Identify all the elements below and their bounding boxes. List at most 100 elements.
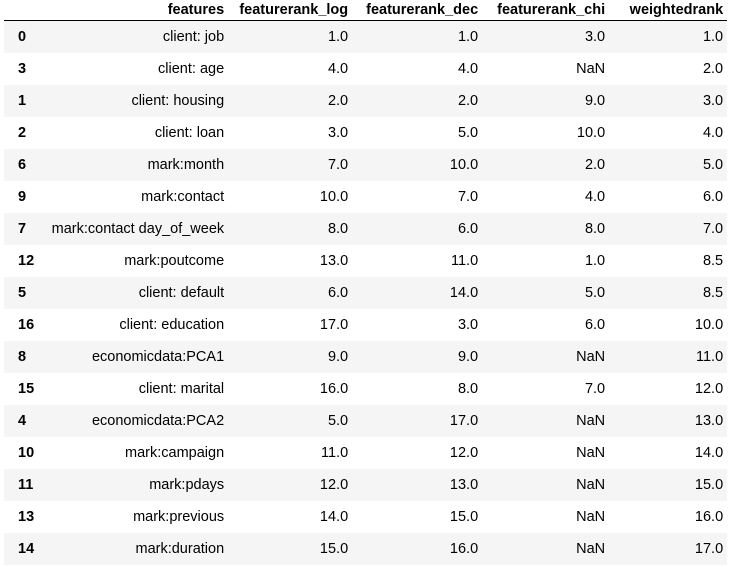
cell-featurerank-chi: NaN bbox=[576, 349, 606, 365]
cell-featurerank-log: 12.0 bbox=[319, 477, 349, 493]
header-featurerank-log: featurerank_log bbox=[228, 0, 353, 21]
cell-weightedrank: 2.0 bbox=[702, 61, 724, 77]
cell-featurerank-log: 10.0 bbox=[319, 189, 349, 205]
row-index: 3 bbox=[18, 61, 27, 77]
cell-weightedrank: 17.0 bbox=[694, 541, 724, 557]
cell-featurerank-dec: 15.0 bbox=[449, 509, 479, 525]
cell-featurerank-log: 3.0 bbox=[327, 125, 349, 141]
cell-featurerank-chi: 10.0 bbox=[576, 125, 606, 141]
cell-featurerank-dec: 9.0 bbox=[457, 349, 479, 365]
cell-featurerank-dec: 8.0 bbox=[457, 381, 479, 397]
cell-weightedrank: 12.0 bbox=[694, 381, 724, 397]
table-row: 13 mark:previous 14.0 15.0 NaN 16.0 bbox=[4, 501, 728, 533]
cell-features: client: loan bbox=[154, 125, 225, 141]
cell-featurerank-dec: 17.0 bbox=[449, 413, 479, 429]
cell-featurerank-chi: NaN bbox=[576, 541, 606, 557]
cell-weightedrank: 4.0 bbox=[702, 125, 724, 141]
cell-features: mark:pdays bbox=[149, 477, 225, 493]
cell-features: client: housing bbox=[131, 93, 225, 109]
table-row: 15 client: marital 16.0 8.0 7.0 12.0 bbox=[4, 373, 728, 405]
table-row: 0 client: job 1.0 1.0 3.0 1.0 bbox=[4, 20, 728, 53]
cell-weightedrank: 16.0 bbox=[694, 509, 724, 525]
row-index: 8 bbox=[18, 349, 27, 365]
cell-weightedrank: 3.0 bbox=[702, 93, 724, 109]
cell-featurerank-chi: NaN bbox=[576, 445, 606, 461]
cell-featurerank-log: 6.0 bbox=[327, 285, 349, 301]
cell-features: mark:poutcome bbox=[124, 253, 225, 269]
row-index: 10 bbox=[18, 445, 35, 461]
cell-weightedrank: 11.0 bbox=[695, 349, 724, 365]
cell-weightedrank: 5.0 bbox=[702, 157, 724, 173]
cell-features: client: job bbox=[162, 29, 225, 45]
cell-featurerank-chi: 2.0 bbox=[584, 157, 606, 173]
table-body: 0 client: job 1.0 1.0 3.0 1.0 3 client: age 4.0 4… bbox=[4, 20, 728, 565]
row-index: 16 bbox=[18, 317, 35, 333]
cell-featurerank-dec: 13.0 bbox=[449, 477, 479, 493]
cell-featurerank-log: 7.0 bbox=[327, 157, 349, 173]
cell-featurerank-log: 9.0 bbox=[327, 349, 349, 365]
cell-weightedrank: 8.5 bbox=[702, 285, 724, 301]
cell-featurerank-log: 11.0 bbox=[320, 445, 349, 461]
cell-featurerank-log: 14.0 bbox=[319, 509, 349, 525]
cell-featurerank-chi: NaN bbox=[576, 477, 606, 493]
table-row: 3 client: age 4.0 4.0 NaN 2.0 bbox=[4, 53, 728, 85]
header-index bbox=[4, 0, 39, 21]
cell-weightedrank: 8.5 bbox=[702, 253, 724, 269]
cell-weightedrank: 14.0 bbox=[694, 445, 724, 461]
cell-features: mark:previous bbox=[133, 509, 225, 525]
cell-featurerank-chi: NaN bbox=[576, 413, 606, 429]
cell-weightedrank: 15.0 bbox=[694, 477, 724, 493]
table-row: 9 mark:contact 10.0 7.0 4.0 6.0 bbox=[4, 181, 728, 213]
cell-features: mark:month bbox=[147, 157, 225, 173]
cell-weightedrank: 10.0 bbox=[694, 317, 724, 333]
cell-featurerank-dec: 7.0 bbox=[457, 189, 479, 205]
table-header: features featurerank_log featurerank_dec… bbox=[4, 0, 728, 21]
header-features: features bbox=[38, 0, 229, 21]
table-row: 8 economicdata:PCA1 9.0 9.0 NaN 11.0 bbox=[4, 341, 728, 373]
cell-features: client: education bbox=[119, 317, 225, 333]
table-row: 6 mark:month 7.0 10.0 2.0 5.0 bbox=[4, 149, 728, 181]
cell-featurerank-dec: 12.0 bbox=[449, 445, 479, 461]
table-row: 2 client: loan 3.0 5.0 10.0 4.0 bbox=[4, 117, 728, 149]
cell-featurerank-dec: 1.0 bbox=[457, 29, 479, 45]
table-row: 12 mark:poutcome 13.0 11.0 1.0 8.5 bbox=[4, 245, 728, 277]
table-row: 16 client: education 17.0 3.0 6.0 10.0 bbox=[4, 309, 728, 341]
cell-features: mark:contact bbox=[141, 189, 225, 205]
table-row: 5 client: default 6.0 14.0 5.0 8.5 bbox=[4, 277, 728, 309]
table-row: 11 mark:pdays 12.0 13.0 NaN 15.0 bbox=[4, 469, 728, 501]
cell-featurerank-log: 8.0 bbox=[327, 221, 349, 237]
row-index: 15 bbox=[18, 381, 35, 397]
cell-featurerank-chi: 9.0 bbox=[584, 93, 606, 109]
header-weightedrank: weightedrank bbox=[609, 0, 728, 21]
dataframe-table: features featurerank_log featurerank_dec… bbox=[4, 0, 728, 565]
cell-featurerank-dec: 6.0 bbox=[457, 221, 479, 237]
row-index: 4 bbox=[18, 413, 27, 429]
row-index: 1 bbox=[18, 93, 27, 109]
cell-weightedrank: 7.0 bbox=[702, 221, 724, 237]
cell-weightedrank: 13.0 bbox=[694, 413, 724, 429]
cell-features: client: age bbox=[158, 61, 225, 77]
row-index: 2 bbox=[18, 125, 27, 141]
row-index: 7 bbox=[18, 221, 27, 237]
row-index: 13 bbox=[18, 509, 35, 525]
cell-featurerank-dec: 11.0 bbox=[450, 253, 479, 269]
cell-features: mark:duration bbox=[135, 541, 225, 557]
cell-featurerank-log: 4.0 bbox=[327, 61, 349, 77]
cell-featurerank-chi: 4.0 bbox=[584, 189, 606, 205]
cell-featurerank-chi: NaN bbox=[576, 61, 606, 77]
cell-weightedrank: 1.0 bbox=[702, 29, 724, 45]
cell-featurerank-log: 1.0 bbox=[327, 29, 349, 45]
header-featurerank-chi: featurerank_chi bbox=[482, 0, 610, 21]
cell-featurerank-chi: 7.0 bbox=[584, 381, 606, 397]
cell-featurerank-log: 17.0 bbox=[319, 317, 349, 333]
cell-featurerank-log: 13.0 bbox=[319, 253, 349, 269]
cell-features: economicdata:PCA2 bbox=[91, 413, 225, 429]
cell-featurerank-dec: 14.0 bbox=[449, 285, 479, 301]
cell-features: mark:campaign bbox=[125, 445, 225, 461]
table-row: 7 mark:contact day_of_week 8.0 6.0 8.0 7.0 bbox=[4, 213, 728, 245]
row-index: 11 bbox=[18, 477, 34, 493]
row-index: 0 bbox=[18, 29, 27, 45]
cell-features: economicdata:PCA1 bbox=[91, 349, 225, 365]
cell-featurerank-log: 2.0 bbox=[327, 93, 349, 109]
cell-features: client: marital bbox=[138, 381, 225, 397]
